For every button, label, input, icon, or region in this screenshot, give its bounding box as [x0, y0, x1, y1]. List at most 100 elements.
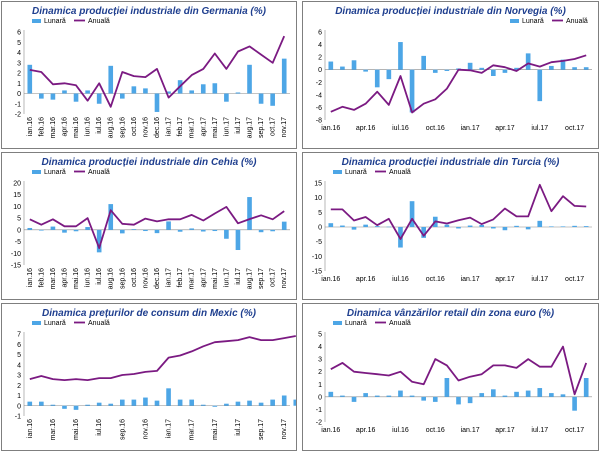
x-tick-label: ian.16 [321, 276, 340, 283]
x-tick-label: sep.16 [119, 117, 126, 138]
monthly-bar [502, 69, 508, 73]
monthly-bar [39, 401, 44, 406]
y-tick-label: 4 [318, 344, 322, 351]
monthly-bar [131, 86, 137, 94]
y-tick-label: -2 [316, 80, 322, 87]
monthly-bar [374, 395, 380, 397]
panel-czechia: Dinamica producției industriale din Cehi… [1, 152, 297, 300]
x-tick-label: iul.16 [96, 419, 103, 436]
monthly-bar [39, 93, 44, 99]
x-tick-label: sep.17 [258, 419, 265, 440]
monthly-bar [270, 93, 275, 106]
monthly-bar [549, 393, 554, 397]
monthly-bar [39, 229, 44, 231]
monthly-bar [281, 58, 287, 94]
legend-label-annual: Anuală [88, 169, 110, 176]
x-tick-label: mai.16 [73, 419, 80, 440]
y-tick-label: -10 [312, 254, 322, 261]
monthly-bar [386, 226, 392, 228]
x-tick-label: mar.17 [189, 419, 196, 441]
panel-eurozone: Dinamica vânzărilor retail din zona euro… [302, 303, 599, 451]
x-tick-label: mar.17 [189, 117, 196, 139]
monthly-bar [96, 229, 102, 253]
monthly-bar [363, 69, 368, 72]
annual-line [29, 35, 286, 108]
monthly-bar [479, 67, 485, 70]
monthly-bar [189, 228, 195, 230]
monthly-bar [281, 395, 287, 406]
x-tick-label: mar.17 [189, 268, 196, 290]
chart-title: Dinamica vânzărilor retail din zona euro… [347, 308, 555, 319]
y-tick-label: 3 [17, 373, 21, 380]
x-tick-label: dec.16 [154, 268, 161, 289]
x-tick-label: iul.17 [531, 427, 548, 434]
monthly-bar [154, 229, 160, 234]
x-tick-label: sep.17 [258, 117, 265, 138]
y-tick-label: 15 [314, 181, 322, 188]
monthly-bar [108, 403, 114, 406]
monthly-bar [537, 69, 543, 102]
y-tick-label: -5 [15, 239, 21, 246]
x-tick-label: nov.16 [142, 268, 149, 289]
legend-label-annual: Anuală [389, 320, 411, 327]
y-tick-label: 4 [17, 50, 21, 57]
monthly-bar [537, 220, 543, 227]
y-tick-label: 0 [318, 67, 322, 74]
chart-title: Dinamica producției industriale din Norv… [335, 6, 566, 17]
legend-label-monthly: Lunară [345, 169, 367, 176]
monthly-bar [62, 229, 67, 233]
x-tick-label: ian.16 [321, 427, 340, 434]
x-tick-label: apr.16 [356, 276, 376, 283]
monthly-bar [154, 400, 160, 406]
monthly-bar [374, 226, 380, 227]
y-tick-label: 6 [17, 30, 21, 37]
monthly-bar [502, 395, 508, 397]
monthly-bar [27, 227, 33, 230]
legend-swatch-monthly [32, 19, 41, 23]
monthly-bar [27, 64, 33, 94]
legend-label-monthly: Lunară [522, 18, 544, 25]
y-tick-label: 7 [17, 332, 21, 339]
x-tick-label: ian.16 [27, 268, 34, 287]
x-tick-label: apr.17 [495, 125, 515, 132]
x-tick-label: iun.16 [85, 268, 92, 287]
y-tick-label: 5 [17, 216, 21, 223]
monthly-bar [224, 93, 229, 102]
x-tick-label: iul.16 [392, 276, 409, 283]
monthly-bar [270, 229, 275, 232]
x-tick-label: iul.17 [531, 276, 548, 283]
x-tick-label: iul.16 [392, 427, 409, 434]
x-tick-label: oct.17 [565, 125, 584, 132]
monthly-bar [444, 378, 450, 397]
chart-norway: Dinamica producției industriale din Norv… [316, 6, 592, 132]
annual-line [330, 183, 587, 240]
y-tick-label: -8 [316, 118, 322, 125]
x-tick-label: oct.16 [426, 427, 445, 434]
x-tick-label: apr.16 [61, 117, 68, 137]
monthly-bar [560, 226, 566, 227]
legend-label-monthly: Lunară [44, 320, 66, 327]
monthly-bar [491, 69, 496, 76]
monthly-bar [85, 227, 90, 230]
y-tick-label: 0 [318, 394, 322, 401]
monthly-bar [143, 88, 148, 94]
monthly-bar [119, 93, 125, 99]
monthly-bar [525, 227, 531, 230]
monthly-bar [328, 391, 334, 397]
monthly-bar [235, 401, 241, 406]
x-tick-label: iun.16 [85, 117, 92, 136]
panel-germany: Dinamica producției industriale din Germ… [1, 1, 297, 149]
x-tick-label: nov.17 [281, 419, 288, 440]
monthly-bar [200, 229, 206, 232]
x-tick-label: ian.17 [166, 419, 173, 438]
y-tick-label: 1 [17, 393, 21, 400]
monthly-bar [73, 405, 79, 410]
monthly-bar [189, 90, 195, 94]
monthly-bar [351, 60, 357, 70]
monthly-bar [560, 394, 566, 397]
y-tick-label: -4 [316, 92, 322, 99]
x-tick-label: mar.16 [50, 419, 57, 441]
monthly-bar [374, 69, 380, 88]
monthly-bar [328, 61, 334, 70]
legend-label-monthly: Lunară [345, 320, 367, 327]
